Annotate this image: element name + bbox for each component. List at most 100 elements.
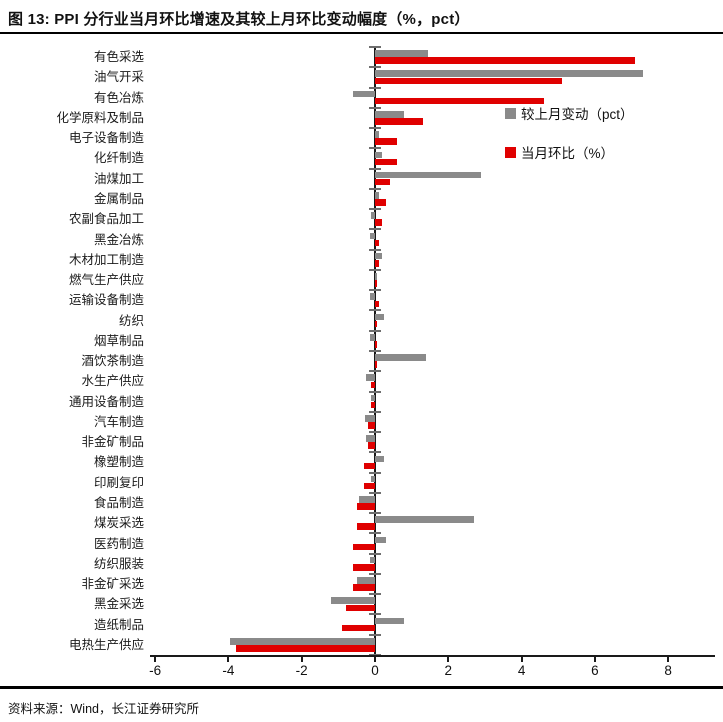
x-tick-label: -6 xyxy=(149,663,162,678)
category-label: 通用设备制造 xyxy=(68,394,144,409)
red-swatch-icon xyxy=(505,146,516,158)
category-boundary-tick xyxy=(369,552,381,555)
bar-mom-change-15 xyxy=(375,354,427,361)
bar-mom-change-22 xyxy=(358,496,375,503)
legend-label-mom-change: 较上月变动（pct） xyxy=(521,107,634,122)
category-label: 橡塑制造 xyxy=(93,455,144,470)
bar-mom-22 xyxy=(356,503,375,510)
category-label: 燃气生产供应 xyxy=(68,273,144,288)
category-label: 黑金冶炼 xyxy=(93,232,144,247)
bar-mom-17 xyxy=(371,401,375,409)
category-label: 造纸制品 xyxy=(93,617,144,632)
category-label: 金属制品 xyxy=(93,192,144,206)
category-boundary-tick xyxy=(369,329,381,332)
category-boundary-tick xyxy=(369,471,381,474)
category-boundary-tick xyxy=(369,572,381,575)
category-boundary-tick xyxy=(369,491,381,494)
bar-mom-29 xyxy=(235,645,375,652)
category-boundary-tick xyxy=(369,633,381,636)
category-label: 油气开采 xyxy=(93,70,144,85)
category-label: 食品制造 xyxy=(93,496,144,510)
category-label: 印刷复印 xyxy=(93,475,144,490)
bar-mom-change-17 xyxy=(370,394,375,402)
category-boundary-tick xyxy=(369,593,381,596)
category-boundary-tick xyxy=(369,228,381,231)
bar-mom-24 xyxy=(353,543,375,551)
bar-mom-5 xyxy=(375,158,397,166)
x-axis-tick xyxy=(593,657,596,662)
bar-mom-change-0 xyxy=(375,50,429,57)
x-axis-tick xyxy=(667,657,670,662)
category-label: 化学原料及制品 xyxy=(56,110,144,125)
bar-mom-change-13 xyxy=(375,313,385,321)
bar-mom-change-23 xyxy=(375,516,474,523)
category-boundary-tick xyxy=(369,248,381,251)
bar-mom-change-9 xyxy=(369,232,375,240)
x-axis-tick xyxy=(520,657,523,662)
bar-mom-change-19 xyxy=(365,435,375,442)
bar-mom-change-27 xyxy=(331,597,375,604)
category-label: 电子设备制造 xyxy=(68,131,144,146)
category-label: 医药制造 xyxy=(93,536,144,551)
bar-mom-change-3 xyxy=(375,111,405,118)
category-label: 木材加工制造 xyxy=(68,252,144,267)
bar-mom-28 xyxy=(342,624,375,632)
legend-item-mom: 当月环比（%） xyxy=(505,142,634,162)
bar-mom-change-29 xyxy=(230,637,375,645)
bar-mom-19 xyxy=(367,442,375,449)
category-boundary-tick xyxy=(369,127,381,130)
bar-mom-change-6 xyxy=(375,171,482,179)
footer-rule xyxy=(0,686,723,689)
category-boundary-tick xyxy=(369,451,381,454)
x-axis-tick xyxy=(227,657,230,662)
category-label: 有色冶炼 xyxy=(93,90,144,105)
category-label: 纺织 xyxy=(118,313,144,328)
source-note: 资料来源：Wind，长江证券研究所 xyxy=(8,702,199,716)
legend-label-mom: 当月环比（%） xyxy=(521,146,615,161)
bar-mom-change-20 xyxy=(375,455,385,463)
bar-mom-25 xyxy=(353,563,375,571)
category-boundary-tick xyxy=(369,350,381,352)
legend: 较上月变动（pct） 当月环比（%） xyxy=(505,103,634,181)
x-tick-label: 0 xyxy=(371,663,379,678)
category-label: 非金矿采选 xyxy=(81,577,144,592)
category-boundary-tick xyxy=(369,512,381,515)
x-axis-tick xyxy=(374,657,376,662)
bar-mom-10 xyxy=(375,259,379,267)
x-tick-label: 2 xyxy=(444,663,453,678)
bar-mom-change-12 xyxy=(369,293,375,300)
x-axis-tick xyxy=(154,657,157,662)
category-label: 油煤加工 xyxy=(93,171,144,186)
category-label: 煤炭采选 xyxy=(93,516,144,531)
gray-swatch-icon xyxy=(505,107,516,119)
x-tick-label: 4 xyxy=(517,663,526,678)
x-tick-label: -2 xyxy=(295,663,308,678)
legend-item-mom-change: 较上月变动（pct） xyxy=(505,103,634,123)
bar-mom-11 xyxy=(375,280,377,287)
bar-mom-6 xyxy=(375,178,390,186)
category-label: 非金矿制品 xyxy=(81,435,144,450)
bar-mom-15 xyxy=(375,361,377,368)
bar-mom-18 xyxy=(367,422,375,429)
category-boundary-tick xyxy=(369,187,381,190)
category-boundary-tick xyxy=(369,532,381,535)
bar-mom-change-16 xyxy=(365,374,375,382)
category-label: 汽车制造 xyxy=(93,414,144,429)
bar-mom-change-21 xyxy=(371,475,375,483)
bar-mom-change-24 xyxy=(375,536,386,544)
bar-mom-2 xyxy=(375,97,544,105)
bar-mom-change-1 xyxy=(375,70,643,78)
category-boundary-tick xyxy=(369,309,381,312)
category-boundary-tick xyxy=(369,289,381,292)
category-label: 化纤制造 xyxy=(93,151,144,166)
bar-mom-0 xyxy=(375,57,636,64)
x-tick-label: 6 xyxy=(591,663,599,678)
bar-mom-20 xyxy=(364,462,375,470)
bar-mom-change-11 xyxy=(375,273,377,280)
bar-mom-3 xyxy=(375,118,423,125)
category-label: 电热生产供应 xyxy=(68,637,144,652)
chart-title: 图 13: PPI 分行业当月环比增速及其较上月环比变动幅度（%，pct） xyxy=(8,11,470,28)
category-boundary-tick xyxy=(369,370,381,373)
bar-mom-9 xyxy=(375,239,379,247)
